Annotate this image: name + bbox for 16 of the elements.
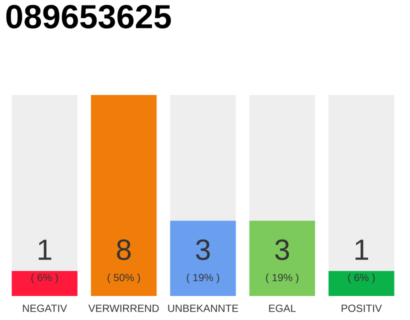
- data-label: 3: [196, 239, 210, 260]
- annotation: ( 19% ): [186, 274, 220, 284]
- x-tick-label: NEGATIV: [22, 304, 68, 312]
- data-label: 3: [275, 239, 290, 260]
- data-label: 1: [356, 240, 368, 260]
- data-label: 1: [38, 240, 52, 260]
- data-label: 8: [116, 239, 131, 260]
- annotation: ( 19% ): [266, 274, 298, 284]
- x-tick-label: UNBEKANNTE: [168, 304, 238, 312]
- x-tick-label: POSITIV: [342, 304, 382, 312]
- x-tick-label: VERWIRREND: [88, 304, 159, 312]
- chart-title: 089653625: [6, 4, 171, 29]
- annotation: ( 50% ): [108, 274, 140, 284]
- annotation: ( 6% ): [348, 274, 375, 284]
- annotation: ( 6% ): [31, 274, 58, 284]
- x-tick-label: EGAL: [269, 304, 296, 312]
